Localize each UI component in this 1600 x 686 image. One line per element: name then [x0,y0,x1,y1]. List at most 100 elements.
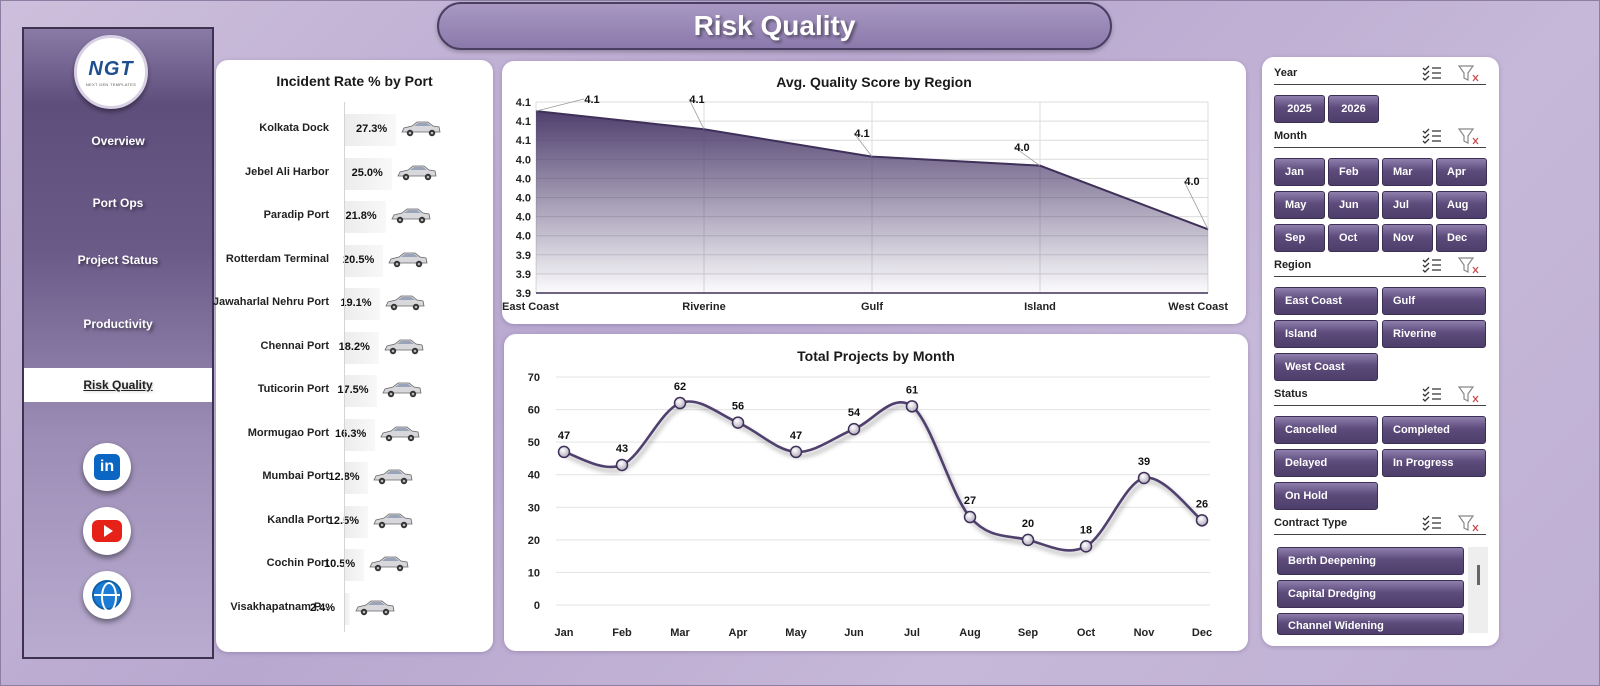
y-tick-label: 50 [528,437,540,449]
data-point[interactable] [615,458,629,472]
data-point[interactable] [557,445,571,459]
data-point[interactable] [905,400,919,413]
y-tick-label: 3.9 [516,250,531,262]
projects-panel: Total Projects by Month 0 10 20 30 40 50 60 70 4… [504,334,1248,651]
year-slicer-header: Year [1274,63,1486,85]
linkedin-button[interactable]: in [83,443,131,491]
y-tick-label: 30 [528,502,540,514]
year-2025-chip[interactable]: 2025 [1274,95,1325,123]
region-west-coast-chip[interactable]: West Coast [1274,353,1378,381]
status-cancelled-chip[interactable]: Cancelled [1274,416,1378,444]
contract-scrollbar[interactable] [1468,547,1488,633]
website-button[interactable] [83,571,131,619]
data-point[interactable] [963,510,977,524]
multi-select-icon[interactable] [1422,386,1442,402]
multi-select-icon[interactable] [1422,65,1442,81]
month-aug-chip[interactable]: Aug [1436,191,1487,219]
data-point[interactable] [731,416,745,429]
incident-bar [344,288,381,320]
region-gulf-chip[interactable]: Gulf [1382,287,1486,315]
month-jan-chip[interactable]: Jan [1274,158,1325,186]
month-feb-chip[interactable]: Feb [1328,158,1379,186]
data-point[interactable] [673,396,687,410]
clear-filter-icon[interactable] [1458,128,1480,146]
incident-bar [344,418,376,451]
x-tick-label: Gulf [861,301,883,313]
clear-filter-icon[interactable] [1458,386,1480,404]
leader-line [688,98,705,130]
youtube-button[interactable] [83,507,131,555]
multi-select-icon[interactable] [1422,515,1442,531]
contract-berth-deepening-chip[interactable]: Berth Deepening [1277,547,1464,575]
status-on-hold-chip[interactable]: On Hold [1274,482,1378,510]
region-east-coast-chip[interactable]: East Coast [1274,287,1378,315]
nav-project-status[interactable]: Project Status [77,253,159,267]
incident-row: Visakhapatnam P... 2.4% [216,592,486,625]
x-tick-label: Jan [555,627,574,639]
status-in-progress-chip[interactable]: In Progress [1382,449,1486,477]
data-point[interactable] [1137,471,1151,485]
data-point[interactable] [789,445,803,459]
contract-scrollbar-thumb[interactable] [1477,565,1480,585]
x-tick-label: Apr [729,627,749,639]
year-slicer-label: Year [1274,67,1298,79]
data-point[interactable] [1079,540,1093,553]
y-tick-label: 20 [528,535,540,547]
data-label: 61 [906,384,918,396]
incident-row: Rotterdam Terminal 20.5% [216,244,486,277]
status-delayed-chip[interactable]: Delayed [1274,449,1378,477]
incident-row: Cochin Port 10.5% [216,549,486,581]
data-point[interactable] [1195,514,1209,527]
data-label: 4.0 [1184,176,1199,188]
nav-productivity[interactable]: Productivity [83,317,153,331]
incident-value-label: 19.1% [340,297,372,309]
month-apr-chip[interactable]: Apr [1436,158,1487,186]
clear-filter-icon[interactable] [1458,257,1480,275]
year-2026-chip[interactable]: 2026 [1328,95,1379,123]
nav-port-ops[interactable]: Port Ops [92,196,144,210]
data-point[interactable] [847,422,861,436]
data-label: 4.1 [689,94,704,106]
clear-filter-icon[interactable] [1458,515,1480,533]
car-icon [373,469,413,485]
projects-title: Total Projects by Month [797,348,955,364]
region-riverine-chip[interactable]: Riverine [1382,320,1486,348]
month-slicer-label: Month [1274,130,1307,142]
month-dec-chip[interactable]: Dec [1436,224,1487,252]
x-tick-label: Island [1024,301,1056,313]
month-jun-chip[interactable]: Jun [1328,191,1379,219]
clear-filter-icon[interactable] [1458,65,1480,83]
region-slicer-label: Region [1274,259,1312,271]
y-tick-label: 4.0 [516,193,531,205]
multi-select-icon[interactable] [1422,128,1442,144]
incident-row: Kolkata Dock 27.3% [216,114,486,146]
month-oct-chip[interactable]: Oct [1328,224,1379,252]
month-mar-chip[interactable]: Mar [1382,158,1433,186]
month-jul-chip[interactable]: Jul [1382,191,1433,219]
incident-port-label: Jebel Ali Harbor [245,165,329,178]
data-point[interactable] [1021,533,1035,547]
logo: NGT NEXT GEN TEMPLATES [74,35,148,109]
leader-line [1013,146,1041,166]
month-nov-chip[interactable]: Nov [1382,224,1433,252]
month-sep-chip[interactable]: Sep [1274,224,1325,252]
y-tick-label: 10 [528,567,540,579]
multi-select-icon[interactable] [1422,257,1442,273]
incident-bar [344,244,384,277]
sidebar: NGT NEXT GEN TEMPLATES Overview Port Ops… [22,27,214,659]
data-label: 47 [558,430,570,442]
quality-score-title: Avg. Quality Score by Region [776,74,972,90]
contract-channel-widening-chip[interactable]: Channel Widening [1277,613,1464,635]
incident-value-label: 18.2% [338,340,370,353]
y-tick-label: 70 [528,372,540,384]
car-icon [401,121,441,137]
status-completed-chip[interactable]: Completed [1382,416,1486,444]
nav-risk-quality[interactable]: Risk Quality [24,368,212,402]
y-tick-label: 60 [528,405,540,417]
nav-overview[interactable]: Overview [91,134,145,148]
incident-value-label: 27.3% [356,123,388,135]
month-may-chip[interactable]: May [1274,191,1325,219]
filter-panel: Year Month Region Status Contract Type 2… [1262,57,1499,646]
region-island-chip[interactable]: Island [1274,320,1378,348]
contract-capital-dredging-chip[interactable]: Capital Dredging [1277,580,1464,608]
